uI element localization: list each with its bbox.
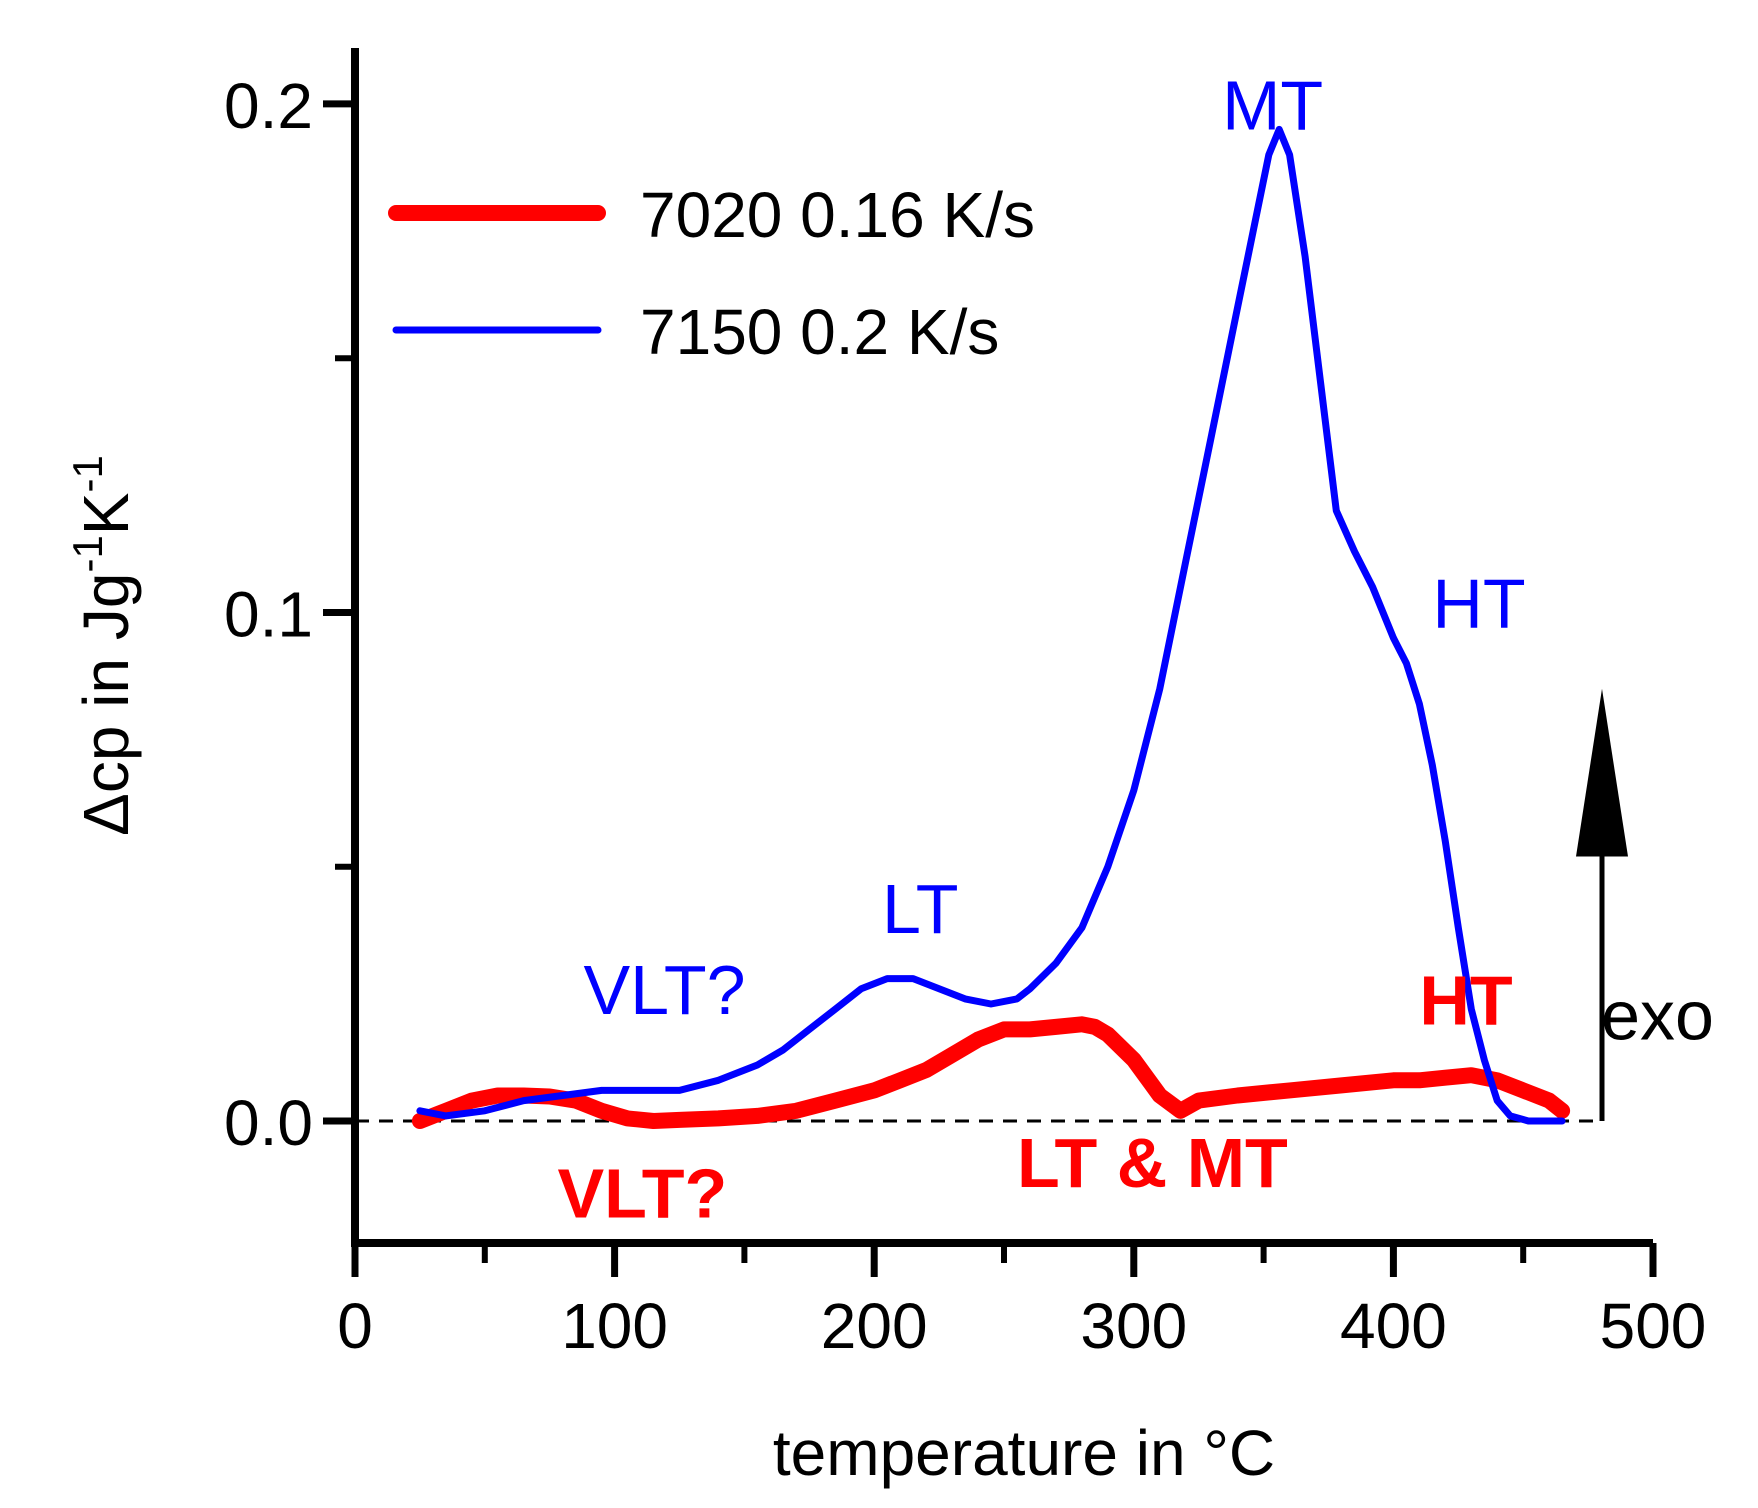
exo-arrow-head-icon [1576, 688, 1628, 857]
legend-label: 7020 0.16 K/s [640, 179, 1035, 251]
y-tick-label: 0.0 [224, 1087, 313, 1159]
x-tick-label: 400 [1340, 1290, 1447, 1362]
annotations: MT HT LT VLT? HT VLT? LT & MT exo [557, 66, 1713, 1232]
annotation-label: VLT? [557, 1155, 727, 1233]
y-axis-title: Δcp in Jg-1K-1 [64, 455, 142, 836]
annotation-label: VLT? [583, 951, 745, 1029]
plot-series-group [355, 125, 1603, 1129]
x-axis-title: temperature in °C [773, 1417, 1275, 1489]
x-tick-label: 300 [1080, 1290, 1187, 1362]
y-tick-label: 0.1 [224, 578, 313, 650]
annotation-label: LT & MT [1017, 1124, 1288, 1202]
x-tick-label: 0 [337, 1290, 373, 1362]
annotation-label: MT [1222, 66, 1323, 144]
axes-group [323, 48, 1657, 1277]
annotation-label: HT [1432, 565, 1525, 643]
legend-label: 7150 0.2 K/s [640, 296, 999, 368]
x-tick-label: 100 [561, 1290, 668, 1362]
series-line-7020 [411, 1016, 1571, 1129]
labels-group: 0 100 200 300 400 500 0.0 0.1 0.2 temperature in … [64, 70, 1706, 1489]
annotation-label: exo [1601, 977, 1714, 1055]
legend: 7020 0.16 K/s 7150 0.2 K/s [388, 179, 1035, 368]
series-line-7150 [416, 125, 1566, 1125]
y-tick-label: 0.2 [224, 70, 313, 142]
annotation-label: HT [1419, 961, 1512, 1039]
x-tick-label: 500 [1600, 1290, 1707, 1362]
x-tick-label: 200 [821, 1290, 928, 1362]
annotation-label: LT [882, 870, 959, 948]
